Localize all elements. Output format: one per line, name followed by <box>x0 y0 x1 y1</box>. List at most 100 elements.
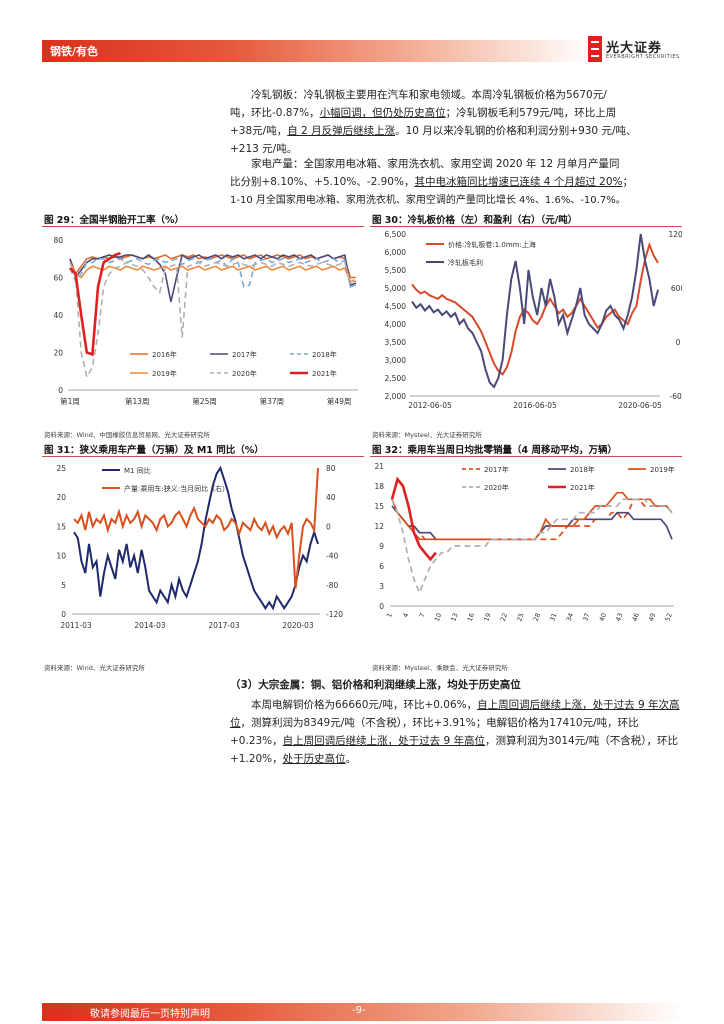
text: 元/吨，环比上周 <box>539 107 617 119</box>
y-tick-label-right: -120 <box>326 610 343 619</box>
figure-32-source: 资料来源：Mysteel、乘联会、光大证券研究所 <box>372 664 508 672</box>
value: -2.90% <box>366 176 404 188</box>
text: ，测算利润为 <box>485 735 549 747</box>
value: 66660 <box>335 699 369 711</box>
y-tick-label: 80 <box>53 236 63 245</box>
value: +3.91% <box>433 717 476 729</box>
figure-31-rule <box>42 456 364 457</box>
x-tick-label: 52 <box>664 612 674 623</box>
x-tick-label: 第37周 <box>260 396 285 406</box>
text: 。 <box>345 753 357 765</box>
figure-29-title: 图 29：全国半钢胎开工率（%） <box>44 215 185 226</box>
value: 8349 <box>303 717 331 729</box>
text: ， <box>466 699 478 711</box>
y-tick-label: 6 <box>379 562 384 571</box>
series-line-1 <box>411 233 659 389</box>
text: 。10 月以来冷轧钢的价格和利润分别+930 元/吨、 <box>395 125 637 137</box>
figure-29-chart: 0 20 40 60 80 第1周 第13周 第25周 第37周 第49周 2016年 2017年 20… <box>53 236 358 406</box>
legend-item-0-label: M1 同比 <box>124 466 151 475</box>
logo-text-cn: 光大证券 <box>606 41 663 56</box>
x-tick-label: 10 <box>433 612 443 623</box>
legend-item-1-label: 产量:乘用车:狭义:当月同比（右） <box>124 484 229 493</box>
text: ；冷轧钢板毛利 <box>445 107 520 119</box>
x-tick-label: 4 <box>401 612 410 619</box>
text: 元/ <box>592 89 607 101</box>
text: 元/吨，环比 <box>582 717 639 729</box>
x-tick-label: 46 <box>631 612 641 623</box>
figure-30-chart: 2,000 2,500 3,000 3,500 4,000 4,500 5,000 5,500… <box>385 230 682 410</box>
series-line-3 <box>69 262 356 283</box>
y-tick-label: 40 <box>53 311 63 320</box>
footer-band <box>42 1003 682 1021</box>
x-tick-label: 19 <box>482 612 492 623</box>
y-tick-label-left: 5,500 <box>385 266 407 275</box>
value: +0.23% <box>230 735 273 747</box>
text: 本周电解铜价格为 <box>251 699 335 711</box>
x-tick-label: 2011-03 <box>60 621 92 630</box>
series-line-0 <box>69 254 356 279</box>
x-tick-label: 1 <box>385 612 394 619</box>
text: 吨，环比 <box>230 107 272 119</box>
value: +38 <box>230 125 253 137</box>
series-line-0 <box>391 498 673 541</box>
text: ， <box>272 735 283 747</box>
value: 579 <box>519 107 540 119</box>
header-band: 钢铁/有色 <box>42 40 590 62</box>
y-tick-label-left: 5,000 <box>385 284 407 293</box>
x-tick-label: 7 <box>418 612 427 619</box>
logo-text-en: EVERBRIGHT SECURITIES <box>606 54 680 60</box>
figure-32-rule <box>370 456 682 457</box>
y-tick-label-left: 6,500 <box>385 230 407 239</box>
series-line-4 <box>69 261 357 380</box>
value: +1.20% <box>230 753 273 765</box>
legend-item-1-label: 冷轧板毛利 <box>448 258 483 267</box>
legend-item-1-label: 2018年 <box>570 465 595 474</box>
x-tick-label: 2016-06-05 <box>513 401 557 410</box>
value: 12 <box>539 158 554 170</box>
para-lead: 家电产量： <box>251 158 304 170</box>
footer-disclaimer: 敬请参阅最后一页特别声明 <box>90 1009 210 1020</box>
y-tick-label-left: 10 <box>56 552 66 561</box>
text: 、 <box>356 176 367 188</box>
text: 1-10 月全国家用电冰箱、家用洗衣机、家用空调的产量同比增长 4%、1.6%、… <box>230 195 626 206</box>
underlined-text: 其中电冰箱同比增速已连续 4 个月超过 20% <box>414 176 623 188</box>
y-tick-label: 60 <box>53 274 63 283</box>
page-number: -9- <box>352 1005 366 1016</box>
x-tick-label: 第1周 <box>60 396 80 406</box>
underlined-text: 自上周回调后继续上涨，处于过去 9 年高位 <box>282 735 486 747</box>
legend-item-4-label: 2021年 <box>570 483 595 492</box>
x-tick-label: 第25周 <box>192 396 217 406</box>
text: ； <box>622 176 634 188</box>
y-tick-label: 18 <box>374 482 384 491</box>
y-tick-label-left: 0 <box>61 610 66 619</box>
y-tick-label-left: 6,000 <box>385 248 407 257</box>
text: 冷轧钢板主要用在汽车和家电领域。本周冷轧钢板价格为 <box>303 89 567 101</box>
series-line-1 <box>391 505 673 541</box>
value: +5.10% <box>314 176 357 188</box>
x-tick-label: 22 <box>499 612 509 623</box>
legend-item-4-label: 2020年 <box>232 369 257 378</box>
x-tick-label: 28 <box>532 612 542 623</box>
y-tick-label-left: 4,000 <box>385 320 407 329</box>
figure-29-rule <box>42 226 364 227</box>
y-tick-label-left: 2,500 <box>385 374 407 383</box>
figure-29-source: 资料来源：Wind、中国橡胶信息贸易网、光大证券研究所 <box>44 431 210 439</box>
legend-item-0-label: 价格:冷轧板卷:1.0mm:上海 <box>448 240 536 249</box>
value: +8.10% <box>261 176 304 188</box>
figure-31-source: 资料来源：Wind、光大证券研究所 <box>44 664 145 672</box>
section-label: 钢铁/有色 <box>50 45 99 58</box>
x-tick-label: 2020-06-05 <box>618 401 662 410</box>
company-logo: 光大证券 EVERBRIGHT SECURITIES <box>588 36 688 64</box>
series-line-4 <box>390 476 437 562</box>
figure-30-source: 资料来源：Mysteel、光大证券研究所 <box>372 431 482 439</box>
text: 元/吨（不含税），环比 <box>574 735 679 747</box>
y-tick-label-left: 4,500 <box>385 302 407 311</box>
text: 比分别 <box>230 176 262 188</box>
series-line-1 <box>73 467 319 589</box>
text: ， <box>403 176 415 188</box>
y-tick-label-left: 3,000 <box>385 356 407 365</box>
y-tick-label-left: 25 <box>56 464 66 473</box>
x-tick-label: 16 <box>466 612 476 623</box>
y-tick-label-left: 2,000 <box>385 392 407 401</box>
x-tick-label: 2014-03 <box>134 621 166 630</box>
